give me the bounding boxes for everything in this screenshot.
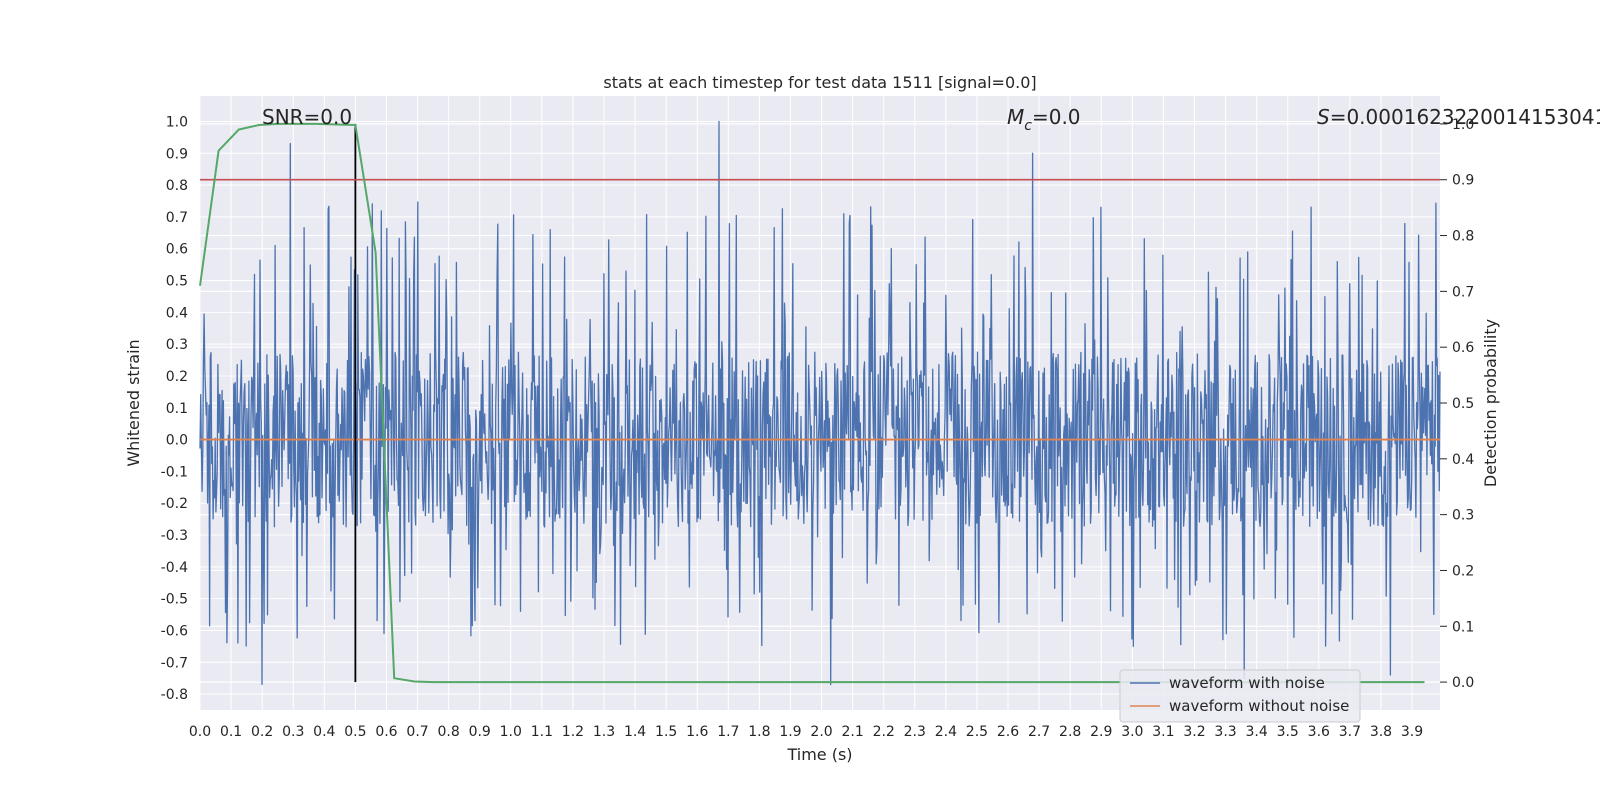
- x-tick-label: 3.4: [1246, 724, 1268, 740]
- y2-tick-label: 0.0: [1452, 675, 1474, 691]
- x-tick-label: 2.5: [966, 724, 988, 740]
- y-axis-label: Whitened strain: [124, 339, 143, 466]
- y-tick-label: 0.5: [166, 274, 188, 290]
- x-tick-label: 1.1: [531, 724, 553, 740]
- detection-probability-line: [199, 122, 1425, 684]
- series-waveform-with-noise: [199, 120, 1441, 686]
- x-tick-label: 1.8: [748, 724, 770, 740]
- x-tick-label: 3.8: [1370, 724, 1392, 740]
- x-tick-label: 1.0: [500, 724, 522, 740]
- y-tick-label: 0.3: [166, 337, 188, 353]
- y2-tick-label: 0.5: [1452, 396, 1474, 412]
- x-tick-label: 2.3: [904, 724, 926, 740]
- x-tick-label: 2.6: [997, 724, 1019, 740]
- x-tick-label: 0.8: [437, 724, 459, 740]
- y2-tick-label: 0.1: [1452, 619, 1474, 635]
- y-tick-label: -0.2: [161, 496, 188, 512]
- x-tick-label: 1.4: [624, 724, 646, 740]
- x-tick-label: 1.9: [779, 724, 801, 740]
- y-tick-label: 0.2: [166, 369, 188, 385]
- x-tick-label: 0.5: [344, 724, 366, 740]
- x-tick-label: 3.6: [1308, 724, 1330, 740]
- x-tick-label: 0.4: [313, 724, 335, 740]
- y2-tick-label: 0.7: [1452, 284, 1474, 300]
- x-tick-label: 3.1: [1152, 724, 1174, 740]
- x-tick-label: 0.9: [469, 724, 491, 740]
- x-tick-label: 1.2: [562, 724, 584, 740]
- x-tick-label: 0.6: [375, 724, 397, 740]
- y-tick-label: 0.1: [166, 401, 188, 417]
- x-tick-label: 2.0: [810, 724, 832, 740]
- x-tick-label: 2.1: [841, 724, 863, 740]
- noise-waveform-line: [199, 120, 1441, 686]
- y-tick-label: -0.8: [161, 687, 188, 703]
- y-tick-label: 0.8: [166, 178, 188, 194]
- legend: waveform with noise waveform without noi…: [1119, 669, 1361, 723]
- y2-tick-label: 0.8: [1452, 229, 1474, 245]
- y-tick-label: 0.7: [166, 210, 188, 226]
- x-tick-label: 2.2: [873, 724, 895, 740]
- x-tick-label: 0.3: [282, 724, 304, 740]
- x-tick-label: 1.7: [717, 724, 739, 740]
- y-tick-label: -0.7: [161, 655, 188, 671]
- y2-axis-label: Detection probability: [1481, 319, 1500, 487]
- spin-value: =0.00016232200141530412: [1330, 105, 1600, 129]
- y-tick-label: -0.1: [161, 464, 188, 480]
- y-tick-label: 0.4: [166, 305, 188, 321]
- x-tick-label: 0.1: [220, 724, 242, 740]
- y-tick-label: 1.0: [166, 114, 188, 130]
- legend-label-noise: waveform with noise: [1169, 674, 1325, 692]
- y2-axis-ticks: 0.0 0.1 0.2 0.3 0.4 0.5 0.6 0.7 0.8 0.9 1.0: [1440, 117, 1474, 691]
- x-tick-label: 3.9: [1401, 724, 1423, 740]
- y-tick-label: -0.4: [161, 560, 188, 576]
- chirp-mass-symbol: M: [1007, 105, 1024, 129]
- legend-label-noiseless: waveform without noise: [1169, 697, 1349, 715]
- legend-box: [1119, 669, 1361, 723]
- y2-tick-label: 1.0: [1452, 117, 1474, 133]
- x-tick-label: 3.0: [1121, 724, 1143, 740]
- x-tick-label: 2.8: [1059, 724, 1081, 740]
- y2-tick-label: 0.6: [1452, 340, 1474, 356]
- x-tick-label: 0.7: [406, 724, 428, 740]
- x-tick-label: 2.7: [1028, 724, 1050, 740]
- x-tick-label: 1.3: [593, 724, 615, 740]
- chart-title: stats at each timestep for test data 151…: [603, 73, 1036, 92]
- x-tick-label: 3.5: [1277, 724, 1299, 740]
- y2-tick-label: 0.3: [1452, 508, 1474, 524]
- y-tick-label: -0.5: [161, 592, 188, 608]
- y-tick-label: -0.3: [161, 528, 188, 544]
- y-tick-label: 0.0: [166, 433, 188, 449]
- y2-tick-label: 0.4: [1452, 452, 1474, 468]
- x-tick-label: 0.0: [189, 724, 211, 740]
- x-tick-label: 1.6: [686, 724, 708, 740]
- x-tick-label: 2.9: [1090, 724, 1112, 740]
- x-tick-label: 1.5: [655, 724, 677, 740]
- reference-lines: [200, 123, 1440, 683]
- y2-tick-label: 0.9: [1452, 173, 1474, 189]
- y-axis-ticks: -0.8 -0.7 -0.6 -0.5 -0.4 -0.3 -0.2 -0.1 0.0 0.1 0.…: [161, 114, 188, 703]
- x-tick-label: 3.2: [1183, 724, 1205, 740]
- series-detection-probability: [199, 122, 1425, 684]
- chirp-mass-annotation: Mc=0.0: [1007, 105, 1081, 134]
- grid: [199, 96, 1440, 710]
- spin-symbol: S: [1317, 105, 1330, 129]
- spin-annotation: S=0.00016232200141530412: [1317, 105, 1600, 129]
- x-tick-label: 2.4: [935, 724, 957, 740]
- y-tick-label: -0.6: [161, 623, 188, 639]
- x-tick-label: 0.2: [251, 724, 273, 740]
- x-tick-label: 3.7: [1339, 724, 1361, 740]
- x-axis-label: Time (s): [786, 745, 852, 764]
- y-tick-label: 0.6: [166, 242, 188, 258]
- x-tick-label: 3.3: [1214, 724, 1236, 740]
- y-tick-label: 0.9: [166, 146, 188, 162]
- chirp-mass-value: =0.0: [1032, 105, 1081, 129]
- y2-tick-label: 0.2: [1452, 563, 1474, 579]
- chirp-mass-subscript: c: [1024, 118, 1032, 134]
- x-axis-ticks: 0.0 0.1 0.2 0.3 0.4 0.5 0.6 0.7 0.8 0.9 1.0 1.1 1.2 1…: [189, 724, 1423, 740]
- snr-annotation: SNR=0.0: [262, 105, 352, 129]
